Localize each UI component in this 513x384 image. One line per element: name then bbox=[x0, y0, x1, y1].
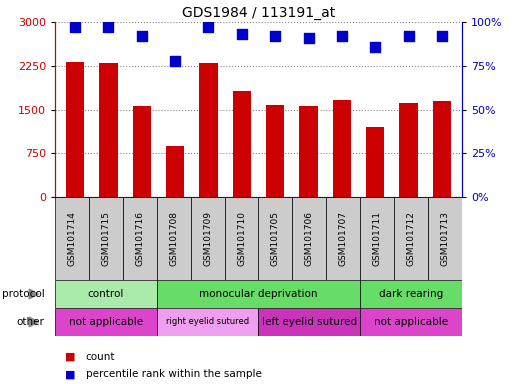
Bar bbox=[55, 308, 157, 336]
Bar bbox=[157, 197, 191, 280]
Bar bbox=[89, 197, 123, 280]
Text: GSM101705: GSM101705 bbox=[271, 211, 280, 266]
Bar bbox=[191, 197, 225, 280]
Bar bbox=[99, 63, 117, 197]
Point bbox=[338, 33, 346, 39]
Bar bbox=[123, 197, 157, 280]
Point bbox=[204, 24, 212, 30]
Point bbox=[371, 43, 380, 50]
Bar bbox=[326, 197, 360, 280]
Text: GSM101708: GSM101708 bbox=[169, 211, 178, 266]
Point bbox=[104, 24, 112, 30]
Bar bbox=[300, 106, 318, 197]
Bar bbox=[360, 280, 462, 308]
Text: not applicable: not applicable bbox=[374, 317, 448, 327]
Bar bbox=[259, 308, 360, 336]
Point bbox=[304, 35, 312, 41]
Text: GSM101713: GSM101713 bbox=[441, 211, 449, 266]
Point bbox=[171, 58, 179, 64]
Point bbox=[71, 24, 79, 30]
Bar bbox=[55, 197, 89, 280]
Title: GDS1984 / 113191_at: GDS1984 / 113191_at bbox=[182, 6, 335, 20]
Point bbox=[137, 33, 146, 39]
Point bbox=[405, 33, 413, 39]
Point bbox=[438, 33, 446, 39]
Bar bbox=[132, 106, 151, 197]
Polygon shape bbox=[29, 317, 38, 327]
Text: ■: ■ bbox=[65, 369, 76, 379]
Bar bbox=[366, 127, 384, 197]
Bar bbox=[225, 197, 259, 280]
Text: monocular deprivation: monocular deprivation bbox=[199, 289, 318, 299]
Text: GSM101714: GSM101714 bbox=[67, 211, 76, 266]
Text: GSM101707: GSM101707 bbox=[339, 211, 348, 266]
Text: percentile rank within the sample: percentile rank within the sample bbox=[86, 369, 262, 379]
Text: GSM101715: GSM101715 bbox=[102, 211, 110, 266]
Point bbox=[238, 31, 246, 37]
Text: count: count bbox=[86, 352, 115, 362]
Text: GSM101716: GSM101716 bbox=[135, 211, 144, 266]
Polygon shape bbox=[29, 289, 38, 299]
Bar bbox=[157, 280, 360, 308]
Text: right eyelid sutured: right eyelid sutured bbox=[166, 318, 249, 326]
Text: protocol: protocol bbox=[2, 289, 45, 299]
Bar bbox=[400, 103, 418, 197]
Bar bbox=[232, 91, 251, 197]
Text: GSM101710: GSM101710 bbox=[237, 211, 246, 266]
Bar bbox=[157, 308, 259, 336]
Text: GSM101712: GSM101712 bbox=[407, 211, 416, 266]
Text: ■: ■ bbox=[65, 352, 76, 362]
Text: control: control bbox=[88, 289, 124, 299]
Point bbox=[271, 33, 279, 39]
Bar bbox=[433, 101, 451, 197]
Bar bbox=[55, 280, 157, 308]
Bar bbox=[360, 197, 394, 280]
Bar bbox=[333, 100, 351, 197]
Bar bbox=[66, 62, 84, 197]
Bar bbox=[166, 146, 184, 197]
Text: GSM101709: GSM101709 bbox=[203, 211, 212, 266]
Bar bbox=[259, 197, 292, 280]
Text: other: other bbox=[17, 317, 45, 327]
Text: dark rearing: dark rearing bbox=[379, 289, 443, 299]
Bar bbox=[428, 197, 462, 280]
Text: left eyelid sutured: left eyelid sutured bbox=[262, 317, 357, 327]
Text: not applicable: not applicable bbox=[69, 317, 143, 327]
Text: GSM101706: GSM101706 bbox=[305, 211, 314, 266]
Bar bbox=[266, 106, 284, 197]
Bar bbox=[394, 197, 428, 280]
Text: GSM101711: GSM101711 bbox=[373, 211, 382, 266]
Bar bbox=[360, 308, 462, 336]
Bar bbox=[199, 63, 218, 197]
Bar bbox=[292, 197, 326, 280]
